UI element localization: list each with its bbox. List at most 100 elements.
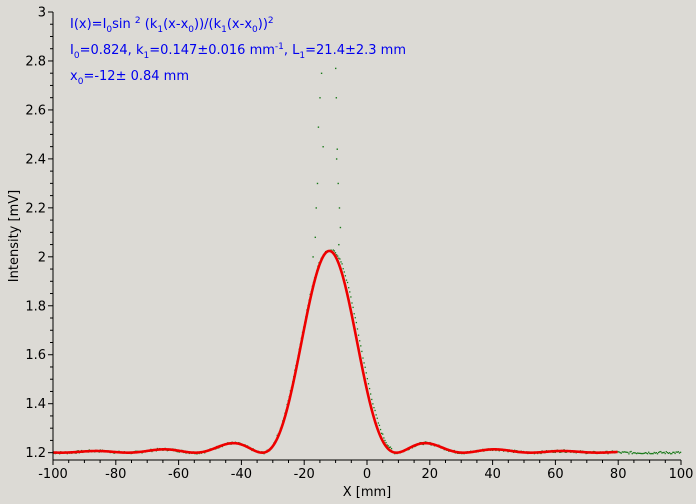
data-point (384, 439, 386, 442)
data-point (361, 350, 363, 353)
annotation-line-1: I(x)=I0​sin 2​ (k1​(x-x0​))/(k1​(x-x0​))… (70, 16, 274, 35)
data-point (356, 328, 359, 330)
data-point (335, 97, 338, 99)
y-tick-label: 3 (38, 6, 46, 21)
data-point (370, 393, 372, 395)
data-point (382, 433, 384, 435)
data-point (377, 422, 380, 424)
data-point (376, 417, 378, 419)
x-tick-label: -60 (168, 467, 189, 482)
data-point (679, 451, 682, 453)
data-point (640, 452, 642, 455)
data-point (618, 451, 620, 453)
data-point (387, 445, 389, 447)
data-point (341, 263, 343, 265)
data-point (364, 366, 366, 368)
data-point (373, 406, 375, 409)
data-point (357, 334, 360, 336)
data-point (390, 447, 393, 450)
x-tick-label: 40 (484, 467, 501, 482)
data-point (349, 291, 351, 293)
data-point (649, 452, 651, 455)
data-point (316, 182, 319, 185)
data-point (383, 437, 385, 439)
data-point (670, 453, 672, 455)
x-tick-label: 80 (610, 467, 627, 482)
annotation-segment: 0 (252, 25, 258, 35)
data-point (378, 424, 381, 427)
data-point (641, 452, 643, 455)
data-point (342, 268, 344, 270)
data-point (678, 452, 681, 454)
data-point (639, 452, 641, 454)
data-point (355, 321, 358, 324)
annotation-segment: 0 (78, 77, 84, 87)
ticks-layer: -100 -80 -60 -40 -20 0 20 40 60 80 1001.21.41.61.8… (25, 6, 693, 483)
data-point (638, 452, 640, 454)
data-point (315, 207, 317, 209)
data-point (659, 451, 661, 453)
data-point (320, 72, 323, 75)
annotation-segment: 1 (299, 51, 305, 61)
data-point (359, 340, 361, 342)
data-point (652, 453, 654, 455)
data-point (385, 441, 387, 444)
data-point (620, 452, 622, 454)
data-point (651, 452, 653, 455)
data-point (646, 453, 649, 455)
annotation-segment: (x-x (163, 17, 188, 32)
data-point (628, 453, 630, 455)
data-point (351, 302, 353, 304)
data-point (657, 451, 660, 454)
data-point (319, 97, 321, 99)
data-point (386, 444, 388, 446)
data-point (648, 451, 650, 453)
data-point (338, 207, 341, 209)
data-point (635, 452, 638, 455)
data-point (672, 451, 674, 454)
data-point (367, 383, 370, 385)
data-point (372, 403, 374, 405)
y-tick-label: 2.4 (25, 152, 46, 167)
data-point (631, 452, 633, 455)
annotation-segment: , L (284, 43, 300, 58)
plot-layer (52, 67, 682, 455)
x-tick-label: -100 (38, 467, 68, 482)
data-point (346, 281, 349, 284)
data-point (644, 452, 647, 454)
data-point (676, 451, 678, 453)
data-point (338, 257, 340, 259)
data-point (371, 398, 373, 401)
annotation-segment: (k (141, 17, 158, 32)
annotation-segment: 1 (221, 25, 227, 35)
data-point (650, 453, 652, 455)
data-point (335, 254, 338, 256)
data-point (642, 452, 644, 455)
data-point (345, 279, 348, 281)
data-point (663, 451, 665, 454)
data-point (322, 146, 324, 148)
data-point (664, 452, 666, 455)
data-point (381, 432, 383, 435)
y-tick-label: 2.8 (25, 54, 46, 69)
data-point (337, 182, 339, 185)
data-point (656, 453, 659, 455)
data-point (619, 451, 621, 454)
data-point (379, 428, 382, 431)
data-point (637, 452, 639, 454)
data-point (348, 287, 350, 289)
data-point (368, 387, 371, 390)
annotation-segment: 0 (188, 25, 194, 35)
data-point (360, 345, 362, 347)
annotation-segment: =0.824, k (80, 43, 144, 58)
data-point (343, 271, 345, 273)
data-point (374, 409, 376, 412)
data-point (340, 261, 342, 263)
data-point (666, 451, 669, 454)
y-tick-label: 1.8 (25, 299, 46, 314)
data-point (653, 451, 655, 454)
data-point (334, 252, 337, 254)
data-point (629, 451, 631, 453)
data-point (350, 296, 352, 298)
